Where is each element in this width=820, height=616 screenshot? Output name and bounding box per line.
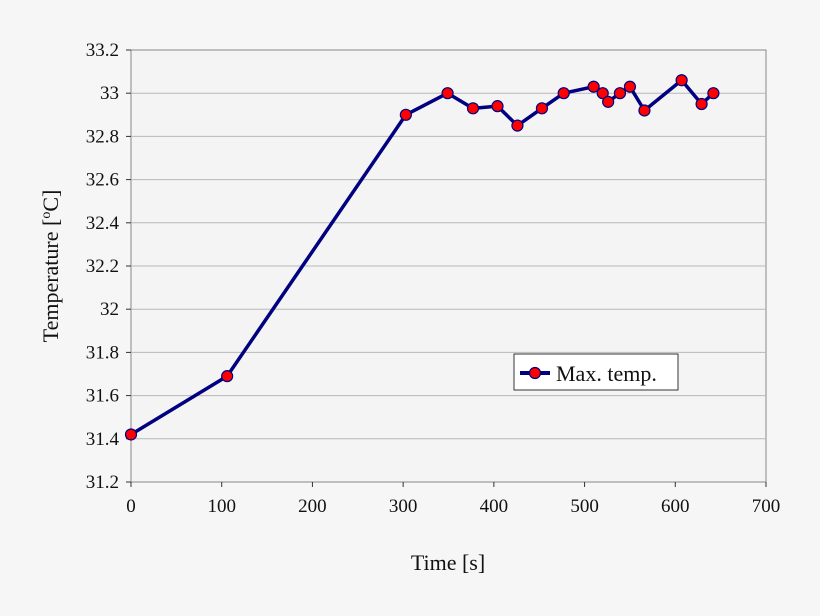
y-tick-label: 31.4 [86,429,120,450]
series-max-temp [124,74,720,441]
data-point [466,102,480,115]
legend-marker [528,366,542,380]
data-point [596,87,609,100]
x-tick-label: 0 [126,496,136,517]
data-point [613,87,627,100]
x-tick-label: 300 [389,496,418,517]
data-point [587,80,600,93]
x-axis-ticks: 0 100 200 300 400 500 600 700 [126,482,780,517]
data-point [535,102,549,115]
y-tick-label: 31.2 [86,472,119,493]
data-point [675,74,688,87]
data-point [124,428,138,441]
y-tick-label: 32.4 [86,213,120,234]
data-point [707,87,720,100]
x-tick-label: 700 [752,496,781,517]
y-tick-label: 31.6 [86,386,119,407]
y-tick-label: 32.2 [86,256,119,277]
x-tick-label: 200 [298,496,327,517]
x-tick-label: 600 [661,496,690,517]
data-point [623,80,637,93]
data-point [441,87,454,100]
data-point [602,95,615,108]
data-point [638,104,651,117]
data-point [511,119,524,132]
data-point [399,108,412,121]
y-axis-label: Temperature [oC] [38,190,63,343]
y-axis-ticks: 31.2 31.4 31.6 31.8 32 32.2 32.4 32.6 32.8 33 33.2 [86,40,131,493]
legend-label: Max. temp. [556,361,657,386]
y-tick-label: 32.8 [86,126,119,147]
y-tick-label: 32 [100,299,119,320]
x-axis-label: Time [s] [411,550,485,575]
y-tick-label: 32.6 [86,170,119,191]
x-tick-label: 500 [570,496,599,517]
series-line [130,78,715,436]
data-point [221,370,234,383]
data-point [491,100,504,113]
y-tick-label: 33.2 [86,40,119,61]
y-tick-label: 31.8 [86,342,119,363]
data-point [695,97,708,111]
legend: Max. temp. [513,353,679,391]
x-tick-label: 100 [207,496,236,517]
data-point [557,87,570,100]
y-tick-label: 33 [100,83,119,104]
x-tick-label: 400 [480,496,509,517]
